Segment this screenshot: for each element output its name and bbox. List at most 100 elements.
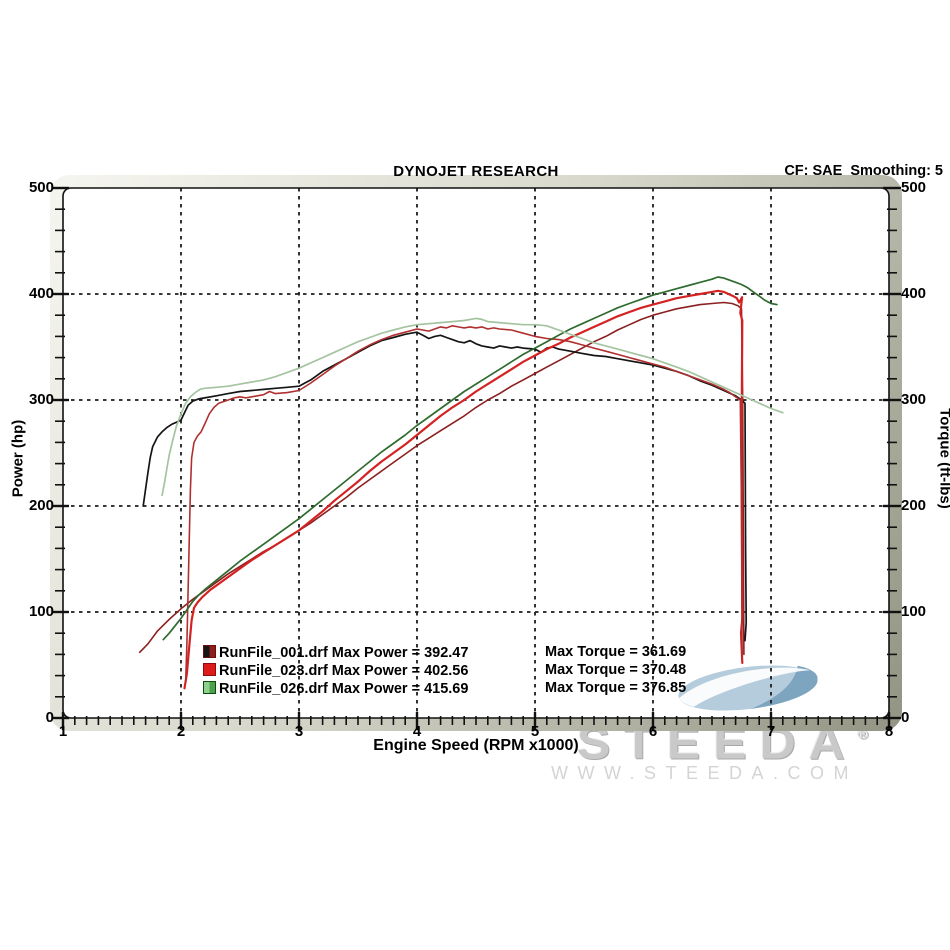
x-major-tick — [415, 712, 419, 730]
y-minor-tick — [887, 335, 897, 338]
x-minor-tick — [522, 716, 524, 725]
y-right-major-tick — [883, 504, 901, 508]
x-minor-tick — [557, 716, 560, 725]
curve-power_023 — [183, 289, 744, 690]
y-minor-tick — [887, 250, 897, 253]
x-minor-tick — [852, 716, 855, 725]
y-minor-tick — [55, 462, 65, 465]
x-tick-label-8: 8 — [884, 723, 894, 740]
curve-power_001 — [138, 301, 745, 656]
plot-area — [63, 188, 889, 718]
x-minor-tick — [369, 716, 371, 725]
y-minor-tick — [887, 208, 897, 210]
y-minor-tick — [887, 484, 897, 486]
x-minor-tick — [239, 716, 241, 725]
x-minor-tick — [345, 716, 347, 725]
y-minor-tick — [55, 335, 65, 338]
x-minor-tick — [133, 716, 135, 725]
x-minor-tick — [664, 716, 666, 725]
curve-torque_026 — [161, 317, 784, 497]
y-minor-tick — [887, 314, 897, 316]
y-minor-tick — [887, 696, 897, 698]
y-minor-tick — [887, 568, 897, 571]
y-minor-tick — [55, 208, 65, 210]
legend-row: RunFile_023.drf Max Power = 402.56 Max T… — [203, 663, 763, 679]
y-minor-tick — [55, 568, 65, 571]
y-minor-tick — [55, 590, 65, 592]
legend-run1-power: RunFile_001.drf Max Power = 392.47 — [219, 645, 469, 661]
correction-smoothing-note: CF: SAE Smoothing: 5 — [784, 163, 943, 179]
y-minor-tick — [55, 356, 65, 359]
y-minor-tick — [887, 420, 897, 422]
y-minor-tick — [887, 526, 897, 528]
x-minor-tick — [829, 716, 831, 725]
x-minor-tick — [121, 716, 123, 725]
y-left-tick-label-500: 500 — [28, 179, 54, 196]
y-right-major-tick — [883, 398, 901, 402]
x-minor-tick — [357, 716, 359, 725]
legend-run3-power: RunFile_026.drf Max Power = 415.69 — [219, 681, 469, 697]
y-left-tick-label-200: 200 — [28, 497, 54, 514]
x-minor-tick — [227, 716, 229, 725]
x-minor-tick — [876, 716, 878, 725]
x-minor-tick — [97, 716, 100, 725]
x-major-tick — [769, 712, 773, 730]
x-minor-tick — [628, 716, 631, 725]
curve-torque_001 — [142, 331, 748, 642]
y-left-major-tick — [53, 186, 69, 190]
x-minor-tick — [192, 716, 194, 725]
x-minor-tick — [203, 716, 206, 725]
y-minor-tick — [887, 229, 897, 232]
y-left-tick-label-300: 300 — [28, 391, 54, 408]
x-major-tick — [179, 712, 183, 730]
y-left-major-tick — [53, 292, 69, 296]
y-right-tick-label-300: 300 — [901, 391, 927, 408]
x-minor-tick — [734, 716, 737, 725]
y-right-major-tick — [883, 610, 901, 614]
x-tick-label-5: 5 — [530, 723, 540, 740]
y-minor-tick — [887, 378, 897, 380]
x-minor-tick — [864, 716, 867, 725]
y-minor-tick — [55, 696, 65, 698]
x-minor-tick — [392, 716, 395, 725]
x-tick-label-6: 6 — [648, 723, 658, 740]
x-minor-tick — [286, 716, 288, 725]
y-minor-tick — [887, 590, 897, 592]
y-right-major-tick — [883, 186, 901, 190]
y-left-tick-label-100: 100 — [28, 603, 54, 620]
y-minor-tick — [55, 378, 65, 380]
x-minor-tick — [510, 716, 513, 725]
y-right-tick-label-100: 100 — [901, 603, 927, 620]
y-minor-tick — [55, 632, 65, 634]
x-minor-tick — [817, 716, 819, 725]
x-minor-tick — [310, 716, 312, 725]
y-minor-tick — [887, 674, 897, 677]
curve-power_026 — [162, 276, 778, 641]
y-minor-tick — [55, 526, 65, 528]
x-minor-tick — [746, 716, 749, 725]
x-minor-tick — [380, 716, 383, 725]
x-minor-tick — [758, 716, 760, 725]
y-right-tick-label-500: 500 — [901, 179, 927, 196]
legend-swatch-run3 — [203, 681, 216, 694]
x-major-tick — [651, 712, 655, 730]
x-minor-tick — [723, 716, 725, 725]
x-minor-tick — [711, 716, 713, 725]
y-minor-tick — [55, 229, 65, 232]
x-minor-tick — [569, 716, 572, 725]
x-minor-tick — [793, 716, 796, 725]
x-tick-label-7: 7 — [766, 723, 776, 740]
x-minor-tick — [321, 716, 324, 725]
y-left-major-tick — [53, 398, 69, 402]
legend-row: RunFile_026.drf Max Power = 415.69 Max T… — [203, 681, 763, 697]
y-left-tick-label-400: 400 — [28, 285, 54, 302]
y-minor-tick — [55, 441, 65, 444]
y-left-major-tick — [53, 610, 69, 614]
x-minor-tick — [74, 716, 76, 725]
x-minor-tick — [333, 716, 336, 725]
y-minor-tick — [55, 272, 65, 274]
legend-run2-power: RunFile_023.drf Max Power = 402.56 — [219, 663, 469, 679]
y-minor-tick — [55, 653, 65, 656]
